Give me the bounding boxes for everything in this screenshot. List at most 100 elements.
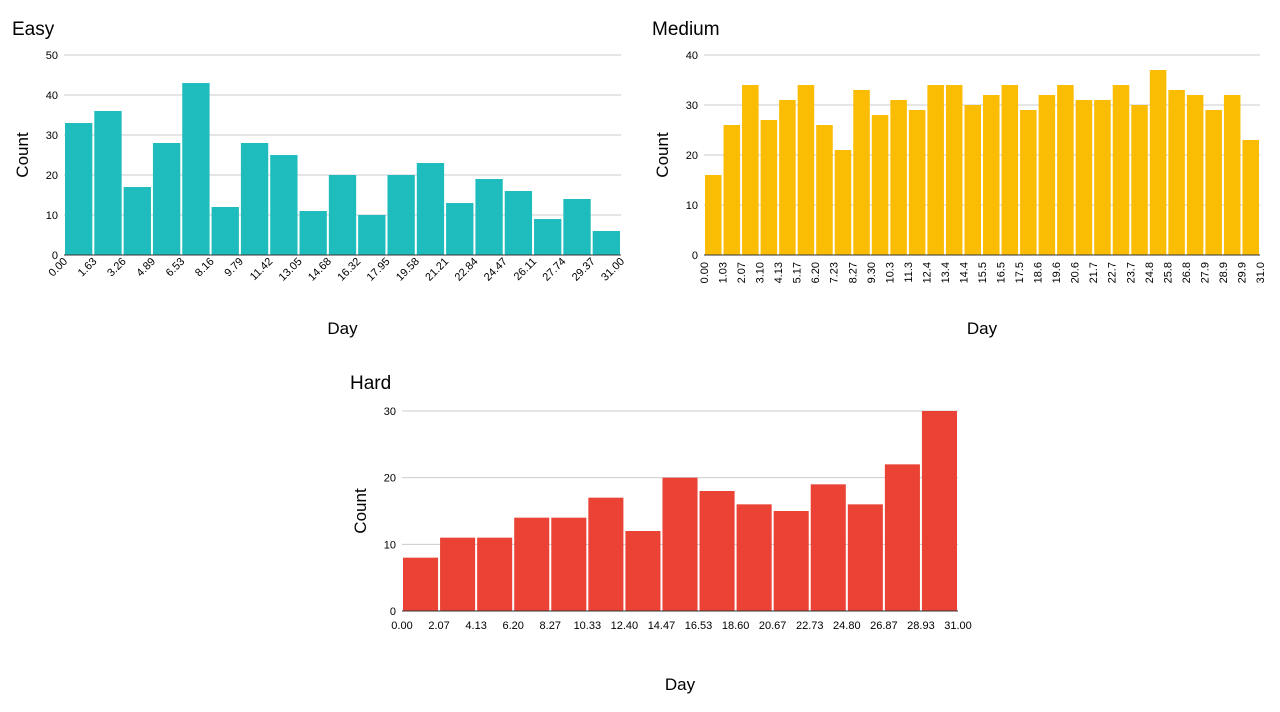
bar	[440, 537, 476, 611]
y-axis-title: Count	[13, 132, 32, 178]
x-tick-label: 6.20	[502, 620, 523, 632]
bar	[588, 497, 624, 611]
bar	[182, 83, 210, 255]
x-tick-label: 14.68	[306, 256, 334, 284]
x-axis-title: Day	[327, 319, 358, 338]
bar	[983, 95, 1000, 255]
x-tick-label: 22.84	[453, 256, 481, 284]
x-tick-label: 2.07	[428, 620, 449, 632]
y-axis-title: Count	[351, 488, 370, 534]
bar	[534, 219, 562, 255]
x-tick-label: 22.73	[796, 620, 824, 632]
bar	[504, 191, 533, 255]
bar	[1223, 95, 1241, 255]
x-tick-label: 26.11	[512, 256, 539, 283]
bar	[475, 179, 503, 255]
bar	[945, 85, 963, 255]
bar	[662, 477, 698, 611]
bar	[446, 203, 474, 255]
bar	[240, 143, 269, 255]
bar	[890, 100, 907, 255]
x-tick-label: 24.8	[1144, 262, 1156, 283]
x-tick-label: 6.53	[164, 256, 188, 280]
x-tick-label: 31.0	[1255, 262, 1267, 283]
bar	[358, 215, 386, 255]
bar	[563, 199, 591, 255]
x-tick-label: 0.00	[46, 256, 70, 280]
bar	[299, 211, 327, 255]
x-tick-label: 12.40	[611, 620, 639, 632]
bar	[1131, 105, 1148, 255]
y-axis-title: Count	[653, 132, 672, 178]
x-tick-label: 16.32	[335, 256, 363, 284]
x-tick-label: 12.4	[921, 262, 933, 283]
bar	[773, 511, 809, 611]
x-tick-label: 20.67	[759, 620, 787, 632]
x-tick-label: 7.23	[829, 262, 841, 283]
x-tick-label: 25.8	[1162, 262, 1174, 283]
bar	[705, 175, 722, 255]
x-axis-title: Day	[967, 319, 998, 338]
bar	[625, 531, 661, 611]
bar	[592, 231, 620, 255]
x-tick-label: 23.7	[1125, 262, 1137, 283]
y-tick-label: 10	[46, 210, 58, 222]
x-tick-label: 31.00	[944, 620, 972, 632]
bar	[699, 491, 735, 611]
y-tick-label: 30	[686, 100, 698, 112]
chart-title: Hard	[350, 373, 391, 394]
bar	[723, 125, 741, 255]
y-tick-label: 40	[46, 90, 58, 102]
x-tick-label: 14.4	[958, 262, 970, 283]
x-tick-label: 8.16	[193, 256, 217, 280]
bar	[514, 517, 550, 611]
x-tick-label: 26.87	[870, 620, 898, 632]
bar	[921, 411, 957, 611]
y-tick-label: 0	[692, 250, 698, 262]
bar	[1149, 70, 1167, 255]
bar	[797, 85, 815, 255]
x-tick-label: 27.74	[541, 256, 569, 284]
x-tick-label: 4.13	[465, 620, 486, 632]
y-tick-label: 20	[46, 170, 58, 182]
x-tick-label: 26.8	[1181, 262, 1193, 283]
bar	[1057, 85, 1074, 255]
x-tick-label: 17.5	[1014, 262, 1026, 283]
x-tick-label: 28.9	[1218, 262, 1230, 283]
bar	[1186, 95, 1204, 255]
x-tick-label: 2.07	[736, 262, 748, 283]
x-tick-label: 0.00	[699, 262, 711, 283]
bar	[964, 105, 981, 255]
bar	[1075, 100, 1093, 255]
x-tick-label: 3.10	[755, 262, 767, 283]
y-tick-label: 30	[46, 130, 58, 142]
x-tick-label: 16.5	[996, 262, 1008, 283]
bar	[211, 207, 239, 255]
x-tick-label: 10.33	[574, 620, 602, 632]
bar	[927, 85, 944, 255]
bar	[816, 125, 833, 255]
bar	[853, 90, 870, 255]
bar	[760, 120, 778, 255]
bar	[270, 155, 298, 255]
x-tick-label: 5.17	[792, 262, 804, 283]
bar	[810, 484, 846, 611]
x-tick-label: 27.9	[1199, 262, 1211, 283]
bar	[416, 163, 445, 255]
x-tick-label: 29.9	[1236, 262, 1248, 283]
x-tick-label: 11.42	[248, 256, 275, 283]
bar	[908, 110, 926, 255]
x-tick-label: 19.6	[1051, 262, 1063, 283]
x-tick-label: 1.03	[718, 262, 730, 283]
bar	[403, 557, 439, 611]
bar	[884, 464, 920, 611]
x-tick-label: 15.5	[977, 262, 989, 283]
x-tick-label: 9.30	[866, 262, 878, 283]
x-tick-label: 6.20	[810, 262, 822, 283]
x-tick-label: 3.26	[105, 256, 129, 280]
x-tick-label: 4.13	[773, 262, 785, 283]
bar	[94, 111, 122, 255]
x-tick-label: 21.21	[423, 256, 451, 284]
bar	[736, 504, 772, 611]
